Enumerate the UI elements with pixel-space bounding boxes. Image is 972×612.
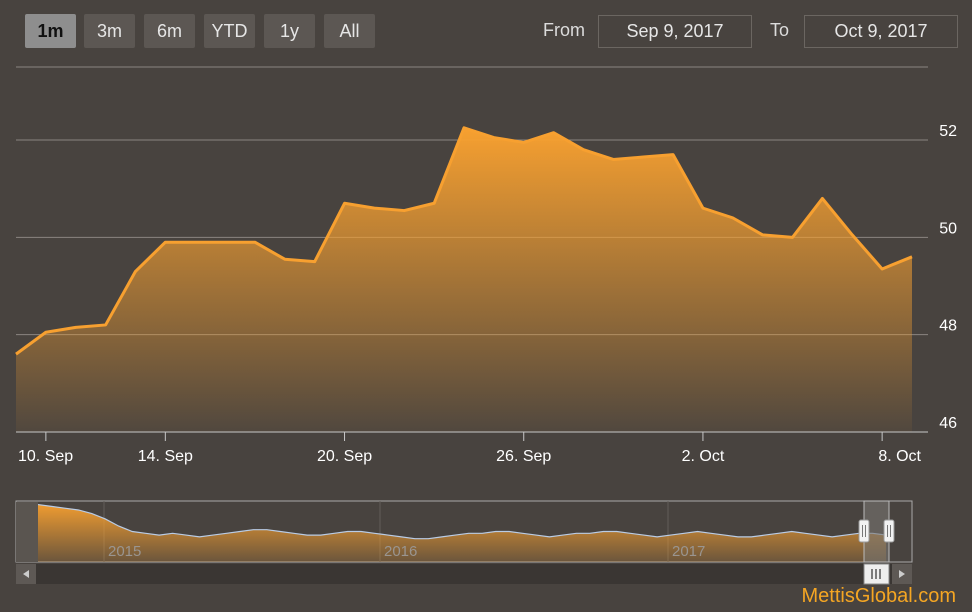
y-tick-label: 50 [939, 220, 957, 237]
price-area [16, 127, 912, 432]
range-button-all[interactable]: All [324, 14, 375, 48]
y-tick-label: 46 [939, 415, 957, 432]
x-tick-label: 8. Oct [878, 448, 921, 465]
range-button-ytd[interactable]: YTD [204, 14, 255, 48]
range-button-1m[interactable]: 1m [25, 14, 76, 48]
to-label: To [770, 20, 790, 40]
from-label: From [543, 20, 585, 40]
navigator[interactable]: 2015 2016 2017 [15, 500, 913, 585]
navigator-line [37, 503, 887, 540]
to-date-input[interactable]: Oct 9, 2017 [804, 15, 958, 48]
navigator-mask-left [16, 502, 38, 562]
x-tick-label: 26. Sep [496, 448, 551, 465]
navigator-year-label: 2015 [108, 543, 141, 560]
watermark: MettisGlobal.com [801, 585, 957, 607]
navigator-year-label: 2016 [384, 543, 417, 560]
price-line [15, 126, 913, 356]
x-tick-label: 10. Sep [18, 448, 73, 465]
range-button-3m[interactable]: 3m [84, 14, 135, 48]
range-button-6m[interactable]: 6m [144, 14, 195, 48]
navigator-handle[interactable] [858, 519, 870, 543]
y-tick-label: 52 [939, 123, 957, 140]
range-button-1y[interactable]: 1y [264, 14, 315, 48]
arrow-left-icon [23, 570, 29, 578]
navigator-handle[interactable] [883, 519, 895, 543]
scrollbar-track[interactable] [16, 564, 912, 584]
y-tick-label: 48 [939, 318, 957, 335]
from-date-input[interactable]: Sep 9, 2017 [598, 15, 752, 48]
navigator-area [38, 504, 886, 562]
price-series [15, 126, 913, 432]
navigator-year-label: 2017 [672, 543, 705, 560]
x-tick-label: 14. Sep [138, 448, 193, 465]
arrow-right-icon [899, 570, 905, 578]
y-axis: 46 48 50 52 [939, 123, 957, 432]
x-tick-label: 2. Oct [682, 448, 725, 465]
x-tick-label: 20. Sep [317, 448, 372, 465]
x-axis: 10. Sep 14. Sep 20. Sep 26. Sep 2. Oct 8. Oct [16, 431, 928, 465]
